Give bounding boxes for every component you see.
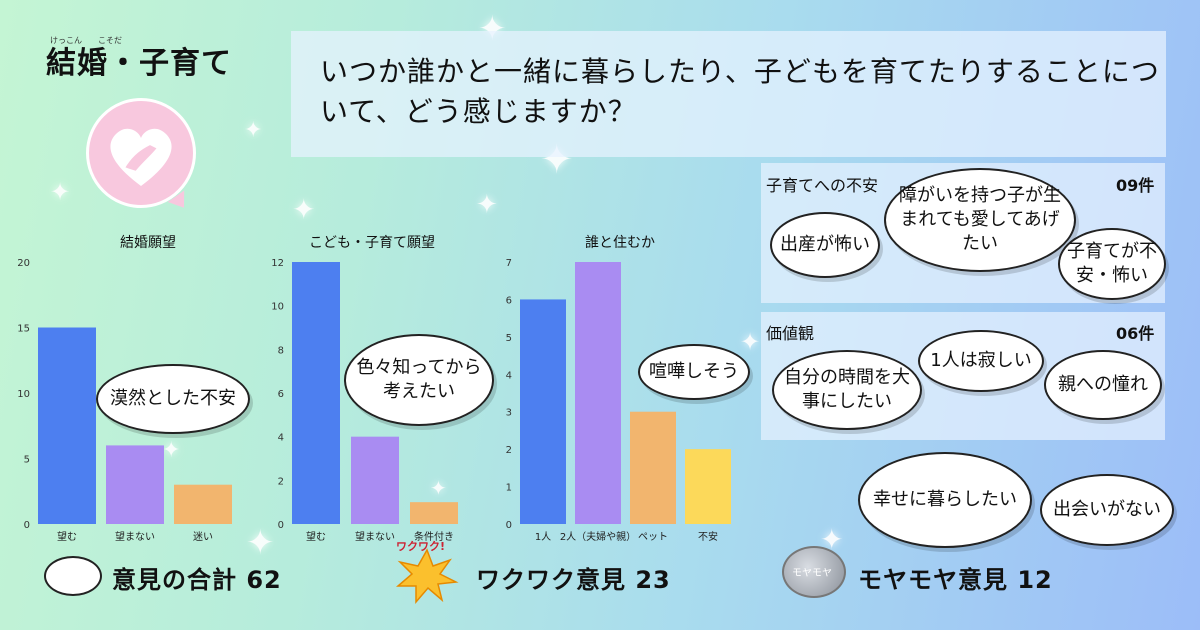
chart-marriage-wish: 0 5 10 15 20 望む 望まない 迷い — [17, 258, 232, 543]
y-tick-label: 4 — [506, 370, 512, 381]
sparkle-icon: ✦ — [50, 178, 71, 206]
y-tick-label: 5 — [506, 333, 512, 344]
x-tick-label: 迷い — [193, 531, 213, 543]
y-tick-label: 15 — [17, 324, 30, 335]
opinion-bubble: 自分の時間を大事にしたい — [772, 350, 922, 430]
waku-badge: ワクワク! — [396, 540, 446, 553]
x-tick-label: 条件付き — [414, 530, 454, 543]
bar — [520, 299, 566, 524]
x-tick-label: 1人 — [535, 531, 551, 543]
moya-badge: モヤモヤ — [792, 568, 832, 579]
x-tick-label: ペット — [638, 532, 668, 543]
bar — [351, 436, 399, 524]
x-tick-label: 望む — [57, 530, 77, 543]
heart-hand-icon — [86, 98, 196, 208]
y-tick-label: 6 — [506, 295, 512, 306]
bar — [174, 484, 232, 524]
sparkle-icon: ✦ — [740, 328, 761, 356]
sparkle-icon: ✦ — [246, 523, 275, 563]
bar — [575, 262, 621, 524]
opinion-bubble: 色々知ってから考えたい — [344, 334, 494, 426]
y-tick-label: 3 — [506, 408, 512, 419]
sparkle-icon: ✦ — [244, 118, 263, 143]
chart-child-wish: 0 2 4 6 8 10 12 望む 望まない 条件付き — [271, 258, 458, 543]
y-tick-label: 8 — [278, 345, 284, 356]
sparkle-icon: ✦ — [476, 190, 498, 220]
opinion-bubble: 障がいを持つ子が生まれても愛してあげたい — [884, 168, 1076, 272]
speech-bubble-icon — [44, 556, 102, 596]
chart-title: 結婚願望 — [120, 235, 176, 251]
starburst-icon: ワクワク! — [392, 540, 462, 606]
bar — [38, 327, 96, 524]
topic-title: 結婚・子育て — [46, 46, 232, 81]
y-tick-label: 6 — [278, 389, 284, 400]
y-tick-label: 2 — [506, 445, 512, 456]
panel-label: 価値観 — [766, 324, 815, 343]
bar — [630, 411, 676, 524]
y-tick-label: 10 — [17, 389, 30, 400]
opinion-bubble: 出会いがない — [1040, 474, 1174, 546]
opinion-bubble: 幸せに暮らしたい — [858, 452, 1032, 548]
footer-waku: ワクワク意見 23 — [476, 566, 671, 594]
y-tick-label: 1 — [506, 483, 512, 494]
y-tick-label: 0 — [506, 520, 512, 531]
y-tick-label: 20 — [17, 258, 30, 269]
topic-ruby: けっこん こそだ — [50, 36, 122, 45]
cloud-icon: モヤモヤ — [782, 546, 846, 598]
y-tick-label: 5 — [24, 455, 30, 466]
sparkle-icon: ✦ — [430, 476, 447, 500]
panel-label: 子育てへの不安 — [766, 176, 879, 195]
sparkle-icon: ✦ — [292, 193, 316, 226]
y-tick-label: 4 — [278, 433, 284, 444]
panel-count: 06件 — [1116, 324, 1155, 343]
sparkle-icon: ✦ — [820, 523, 844, 556]
opinion-bubble: 子育てが不安・怖い — [1058, 228, 1166, 300]
y-tick-label: 7 — [506, 258, 512, 269]
chart-title: こども・子育て願望 — [309, 235, 435, 251]
opinion-bubble: 出産が怖い — [770, 212, 880, 278]
x-tick-label: 2人（夫婦や親） — [560, 530, 636, 543]
x-tick-label: 望まない — [115, 530, 155, 543]
x-tick-label: 不安 — [698, 530, 718, 543]
footer-moya: モヤモヤ意見 12 — [858, 566, 1053, 594]
chart-living-with: 0 1 2 3 4 5 6 7 1人 2人（夫婦や親） ペット 不安 — [506, 258, 731, 543]
bar — [292, 262, 340, 524]
footer-total: 意見の合計 62 — [112, 566, 282, 594]
bar — [410, 502, 458, 524]
opinion-bubble: 親への憧れ — [1044, 350, 1162, 420]
x-tick-label: 望む — [306, 530, 326, 543]
question-box — [291, 31, 1166, 157]
y-tick-label: 12 — [271, 258, 284, 269]
y-tick-label: 0 — [278, 520, 284, 531]
y-tick-label: 2 — [278, 476, 284, 487]
chart-title: 誰と住むか — [585, 235, 655, 251]
x-tick-label: 望まない — [355, 530, 395, 543]
bar — [685, 449, 731, 524]
opinion-bubble: 漠然とした不安 — [96, 364, 250, 434]
bar — [106, 445, 164, 524]
question-text: いつか誰かと一緒に暮らしたり、子どもを育てたりすることについて、どう感じますか？ — [320, 55, 1160, 128]
opinion-bubble: 喧嘩しそう — [638, 344, 750, 400]
opinion-bubble: 1人は寂しい — [918, 330, 1044, 392]
panel-count: 09件 — [1116, 176, 1155, 195]
y-tick-label: 0 — [24, 520, 30, 531]
y-tick-label: 10 — [271, 302, 284, 313]
sparkle-icon: ✦ — [162, 438, 181, 463]
